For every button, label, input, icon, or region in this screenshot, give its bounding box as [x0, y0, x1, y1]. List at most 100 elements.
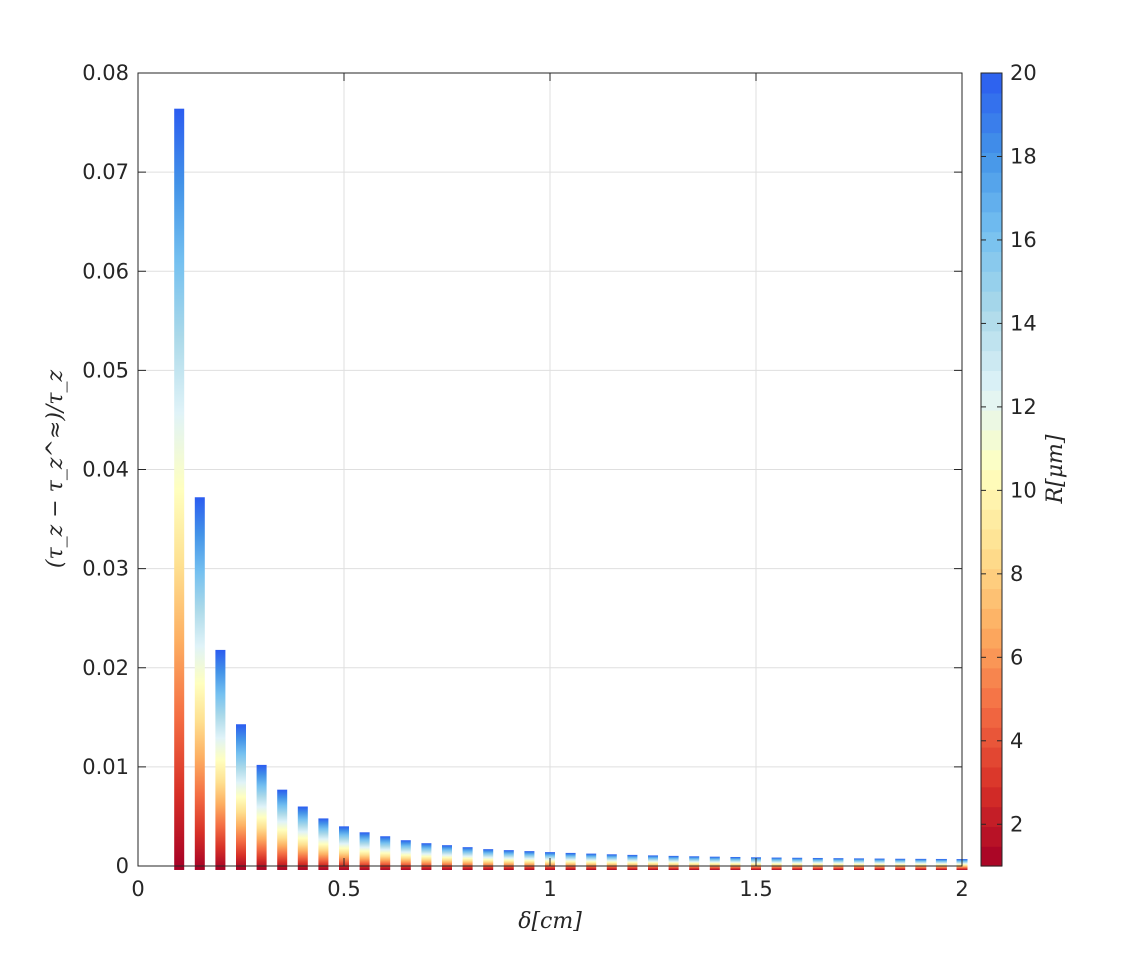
y-tick-labels: 0 0.01 0.02 0.03 0.04 0.05 0.06 0.07 0.08 [82, 61, 129, 878]
bar [215, 649, 226, 870]
bar [606, 854, 617, 870]
bar [483, 849, 494, 870]
bar [524, 851, 535, 870]
bar [895, 858, 906, 870]
colorbar-segment [981, 707, 1002, 728]
colorbar-segment [981, 350, 1002, 371]
y-tick-label: 0 [116, 854, 129, 878]
colorbar-segment [981, 747, 1002, 768]
bar [421, 843, 432, 870]
bar [318, 818, 329, 870]
colorbar: 2 4 6 8 10 12 14 16 18 20 R[μm] [980, 61, 1068, 867]
y-tick-label: 0.04 [82, 458, 129, 482]
colorbar-segment [981, 568, 1002, 590]
colorbar-segment [981, 251, 1002, 272]
colorbar-tick-label: 2 [1010, 812, 1023, 836]
colorbar-segment [981, 73, 1002, 94]
colorbar-tick-label: 6 [1010, 645, 1023, 669]
colorbar-segment [981, 528, 1002, 550]
bar [359, 832, 370, 870]
bar [256, 764, 267, 870]
axis-ticks [137, 72, 963, 867]
bar [730, 856, 741, 870]
x-tick-label: 1.5 [739, 877, 772, 901]
colorbar-segment [981, 330, 1002, 352]
bar [935, 858, 947, 870]
colorbar-segment [981, 489, 1002, 510]
bar [174, 108, 185, 870]
colorbar-segment [981, 727, 1002, 748]
bar [812, 857, 823, 870]
y-axis-label: (τ_z − τ_z^≈)/τ_z [43, 370, 68, 569]
bar [771, 857, 782, 870]
colorbar-segment [981, 211, 1002, 233]
colorbar-tick-label: 10 [1010, 478, 1037, 502]
x-tick-labels: 0 0.5 1 1.5 2 [131, 877, 968, 901]
colorbar-tick-label: 14 [1010, 311, 1037, 335]
bar [792, 857, 803, 870]
colorbar-segment [981, 152, 1002, 173]
colorbar-segment [981, 310, 1002, 332]
colorbar-segment [981, 370, 1002, 391]
colorbar-segment [981, 191, 1002, 213]
bar [297, 806, 308, 870]
y-tick-label: 0.06 [82, 259, 129, 283]
x-tick-label: 0 [131, 877, 144, 901]
y-tick-label: 0.05 [82, 358, 129, 382]
bar [709, 856, 720, 870]
colorbar-segment [981, 429, 1002, 451]
y-tick-label: 0.01 [82, 755, 129, 779]
x-tick-label: 2 [955, 877, 968, 901]
bars [174, 108, 968, 870]
colorbar-segment [981, 469, 1002, 490]
bar [627, 854, 638, 870]
colorbar-tick-label: 4 [1010, 729, 1023, 753]
bar [380, 836, 391, 870]
colorbar-segment [981, 92, 1002, 114]
colorbar-segment [981, 172, 1002, 193]
colorbar-segment [981, 786, 1002, 808]
bar [277, 789, 288, 870]
colorbar-segment [981, 588, 1002, 609]
y-tick-label: 0.02 [82, 656, 129, 680]
colorbar-segment [981, 112, 1002, 134]
bar [648, 855, 658, 870]
colorbar-segment [981, 647, 1002, 669]
colorbar-segment [981, 449, 1002, 471]
bar [442, 845, 452, 870]
y-tick-label: 0.07 [82, 160, 129, 184]
bar [668, 855, 679, 870]
colorbar-segment [981, 687, 1002, 709]
colorbar-segment [981, 806, 1002, 827]
colorbar-ticks: 2 4 6 8 10 12 14 16 18 20 [981, 61, 1037, 836]
colorbar-segment [981, 628, 1002, 649]
colorbar-segment [981, 271, 1002, 292]
colorbar-tick-label: 18 [1010, 144, 1037, 168]
colorbar-segment [981, 667, 1002, 689]
bar [586, 853, 597, 870]
colorbar-frame [980, 72, 1003, 867]
colorbar-tick-label: 12 [1010, 395, 1037, 419]
colorbar-label: R[μm] [1043, 434, 1068, 504]
bar [462, 847, 473, 870]
bar [236, 724, 246, 870]
bar [689, 856, 700, 870]
bar [854, 858, 864, 870]
x-tick-label: 1 [543, 877, 556, 901]
x-axis-label: δ[cm] [518, 909, 582, 934]
bar [400, 840, 411, 870]
colorbar-segment [981, 390, 1002, 411]
y-tick-label: 0.03 [82, 557, 129, 581]
colorbar-tick-label: 16 [1010, 228, 1037, 252]
bar [503, 850, 514, 870]
colorbar-segment [981, 826, 1002, 847]
bar [915, 858, 927, 870]
colorbar-segment [981, 509, 1002, 530]
bar [194, 497, 205, 870]
bar [339, 826, 349, 870]
colorbar-segment [981, 410, 1002, 431]
colorbar-segments [981, 73, 1002, 867]
colorbar-tick-label: 8 [1010, 562, 1023, 586]
bar [565, 852, 576, 870]
